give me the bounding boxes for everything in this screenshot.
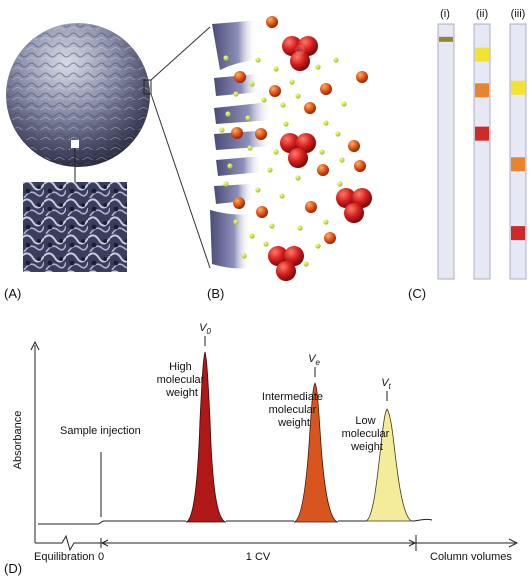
column-band: [475, 126, 489, 141]
peak-low-mw-label: Low molecular weight: [342, 415, 393, 453]
peak-high-mw-label: High molecular weight: [157, 361, 208, 399]
cv-label: 1 CV: [246, 551, 271, 563]
column-volumes-label: Column volumes: [430, 551, 512, 563]
column-tube: [437, 23, 455, 280]
peak-vt-label: Vt: [381, 377, 391, 391]
zoom-line-bottom: [150, 93, 211, 269]
cv-arrow-right: [408, 539, 417, 547]
column-tube: [473, 23, 491, 280]
cv-arrow-left: [100, 539, 109, 547]
chromatogram-baseline: [38, 518, 433, 525]
column-ii: (ii): [473, 8, 491, 280]
column-bands: [475, 47, 489, 141]
column-iii-label: (iii): [511, 8, 526, 20]
x-axis: [35, 534, 515, 552]
column-band: [511, 226, 525, 241]
panel-d-label: (D): [4, 561, 22, 576]
column-bands: [511, 80, 525, 241]
peak-high-mw: [185, 351, 227, 523]
panel-a-label: (A): [4, 286, 21, 301]
bead-pore-matrix: [210, 20, 272, 269]
small-molecules: [219, 55, 347, 267]
panel-d: Absorbance Sample injection V0 High mole…: [4, 322, 519, 576]
column-iii: (iii): [509, 8, 527, 280]
equilibration-label: Equilibration: [34, 551, 95, 563]
y-axis-label: Absorbance: [12, 411, 24, 470]
x-axis-arrow: [508, 538, 519, 548]
peak-v0-label: V0: [199, 322, 211, 336]
peak-low-mw: [365, 408, 413, 522]
large-molecule: [268, 246, 304, 281]
large-molecule: [282, 36, 318, 71]
peak-ve-label: Ve: [308, 353, 320, 367]
bead-zoom-marker: [71, 140, 79, 148]
column-i-label: (i): [440, 8, 450, 20]
panel-c-label: (C): [408, 286, 426, 301]
peak-intermediate-mw-label: Intermediate molecular weight: [262, 391, 326, 429]
column-band: [439, 36, 453, 42]
column-i: (i): [437, 8, 455, 280]
zoom-line-top: [150, 26, 211, 81]
panel-b-label: (B): [207, 286, 224, 301]
column-band: [511, 80, 525, 95]
sem-micrograph: [23, 182, 127, 272]
column-bands: [439, 36, 453, 42]
medium-molecules: [231, 16, 368, 244]
sample-injection-label: Sample injection: [60, 425, 141, 437]
zero-label: 0: [98, 551, 104, 563]
column-band: [475, 47, 489, 62]
column-band: [475, 83, 489, 98]
column-tube: [509, 23, 527, 280]
large-molecule: [280, 133, 316, 168]
resin-bead-texture: [7, 24, 149, 166]
bead-surface-marker: [143, 79, 152, 95]
panel-c: (i) (ii) (iii) (C): [408, 8, 527, 301]
peak-intermediate-mw: [293, 382, 339, 523]
large-molecule: [336, 188, 372, 223]
column-band: [511, 157, 525, 172]
column-ii-label: (ii): [476, 8, 488, 20]
panel-a: (A): [4, 23, 152, 301]
y-axis-arrow: [30, 340, 40, 351]
panel-b: (B): [207, 16, 372, 301]
large-molecules: [268, 36, 372, 281]
